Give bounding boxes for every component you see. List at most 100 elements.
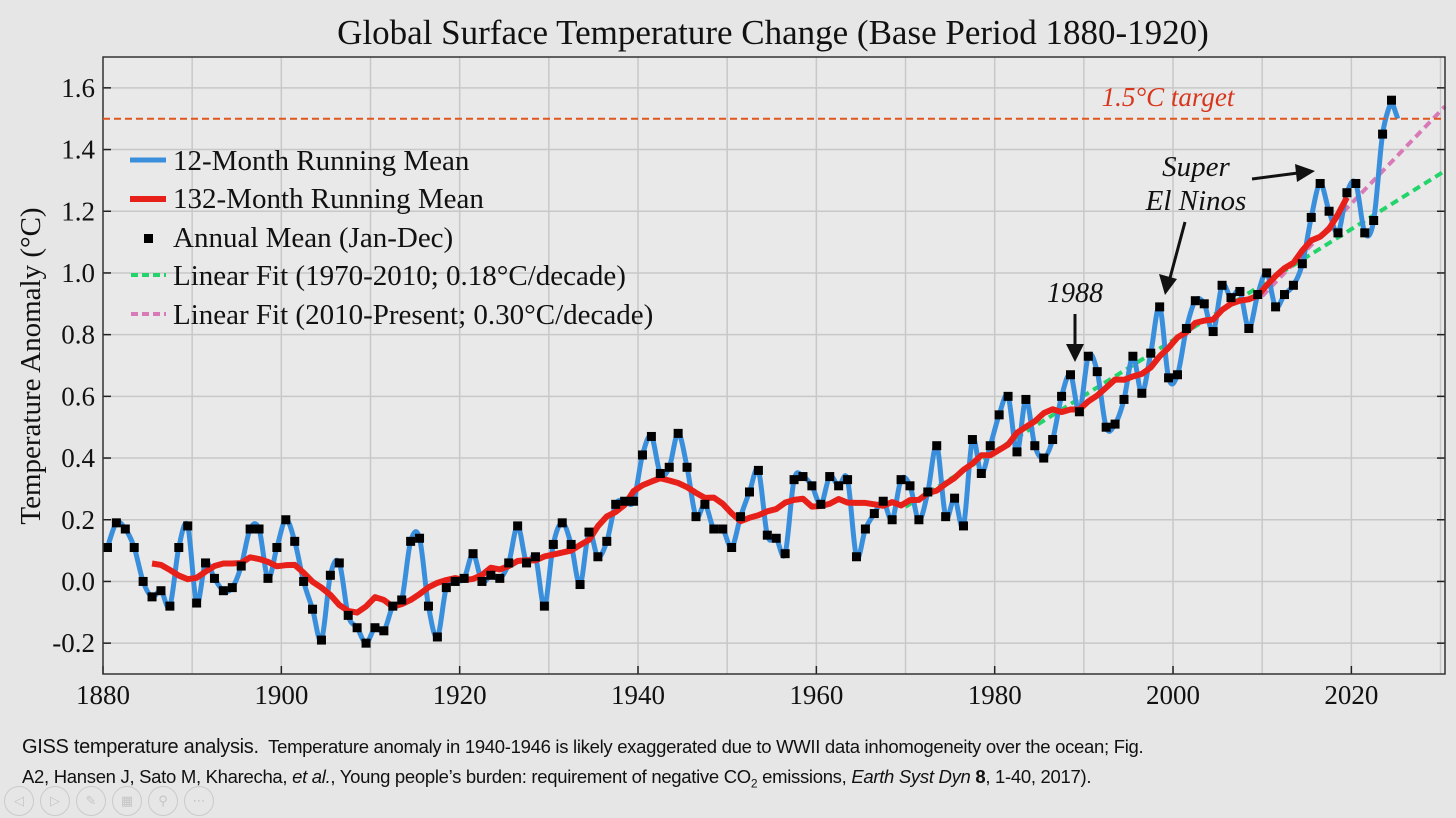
caption-lead: GISS temperature analysis. [22,736,259,758]
slides-grid-icon[interactable]: ▦ [112,786,142,816]
annotation-super-el-ninos: Super El Ninos [1145,151,1315,295]
annual-mean-point [272,543,282,553]
temperature-chart: Global Surface Temperature Change (Base … [15,13,1447,710]
annual-mean-point [1297,259,1307,269]
x-tick-label: 1920 [433,680,487,710]
annual-mean-point [932,441,942,451]
annual-mean-point [325,570,335,580]
annual-mean-point [700,499,710,509]
annual-mean-point [843,475,853,485]
annual-mean-point [209,573,219,583]
annual-mean-point [254,524,264,534]
annual-mean-point [1039,453,1049,463]
annual-mean-point [450,576,460,586]
annual-mean-point [459,573,469,583]
y-tick-label: 0.4 [61,443,95,473]
annotation-1988-label: 1988 [1047,278,1103,309]
annual-mean-point [1030,441,1040,451]
annual-mean-point [1378,129,1388,139]
annual-mean-point [896,475,906,485]
pen-icon[interactable]: ✎ [76,786,106,816]
arrow-2016 [1251,171,1299,181]
annual-mean-point [263,573,273,583]
annual-mean-point [290,536,300,546]
caption-authors: A2, Hansen J, Sato M, Kharecha, [22,766,293,787]
annual-mean-point [1226,293,1236,303]
annual-mean-point [1119,394,1129,404]
annual-mean-point [486,570,496,580]
annual-mean-point [111,518,121,528]
annual-mean-point [941,512,951,522]
annual-mean-point [370,623,380,633]
annual-mean-point [156,586,166,596]
annual-mean-point [281,515,291,525]
annual-mean-point [637,450,647,460]
annual-mean-point [664,462,674,472]
annual-mean-point [1342,188,1352,198]
annual-mean-point [629,496,639,506]
annual-mean-point [557,518,567,528]
annual-mean-point [299,576,309,586]
legend-label-annual: Annual Mean (Jan-Dec) [173,222,453,254]
zoom-icon[interactable]: ⚲ [148,786,178,816]
annual-mean-point [798,472,808,482]
annual-mean-point [736,512,746,522]
x-tick-label: 2020 [1324,680,1378,710]
annual-mean-point [1092,367,1102,377]
annual-mean-point [1003,391,1013,401]
annual-mean-point [887,515,897,525]
next-slide-icon[interactable]: ▷ [40,786,70,816]
annual-mean-point [914,515,924,525]
annual-mean-point [1262,268,1272,278]
y-tick-label: 1.0 [61,258,95,288]
annual-mean-point [1146,348,1156,358]
annual-mean-point [860,524,870,534]
target-label: 1.5°C target [1102,82,1236,112]
annual-mean-point [174,543,184,553]
annual-mean-point [504,558,514,568]
annual-mean-point [1101,422,1111,432]
annual-mean-point [950,493,960,503]
caption-title: , Young people’s burden: requirement of … [330,766,751,787]
annual-mean-point [120,524,130,534]
annual-mean-point [869,509,879,519]
annual-mean-point [905,481,915,491]
more-options-icon[interactable]: ⋯ [184,786,214,816]
annual-mean-point [1012,447,1022,457]
annual-mean-point [655,468,665,478]
annual-mean-point [1244,323,1254,333]
y-tick-label: 0.0 [61,566,95,596]
caption-volume: 8 [975,766,986,787]
annual-mean-point [834,481,844,491]
annual-mean-point [522,558,532,568]
annual-mean-point [1208,327,1218,337]
annual-mean-point [816,499,826,509]
legend-label-12-month: 12-Month Running Mean [173,145,470,177]
annual-mean-point [1235,286,1245,296]
annual-mean-point [994,410,1004,420]
annual-mean-point [566,539,576,549]
y-tick-label: 0.6 [61,381,95,411]
annual-mean-point [718,524,728,534]
annual-mean-point [807,481,817,491]
annual-mean-point [129,543,139,553]
axes: -0.2 0.0 0.2 0.4 0.6 0.8 1.0 1.2 1.4 1.6 1880 1900 1… [52,56,1446,710]
caption-subscript: 2 [750,776,758,791]
annual-mean-point [1253,290,1263,300]
annual-mean-point [316,635,326,645]
annual-mean-point [1288,280,1298,290]
series [102,95,1401,648]
annual-mean-point [1271,302,1281,312]
annual-mean-point [352,623,362,633]
annual-mean-point [602,536,612,546]
chart-title: Global Surface Temperature Change (Base … [337,13,1209,52]
annual-mean-point [1065,370,1075,380]
annual-mean-point [780,549,790,559]
annual-mean-point [423,601,433,611]
annual-mean-point [245,524,255,534]
previous-slide-icon[interactable]: ◁ [4,786,34,816]
annual-mean-point [548,539,558,549]
annual-mean-point [147,592,157,602]
annual-mean-point [593,552,603,562]
annual-mean-point [406,536,416,546]
